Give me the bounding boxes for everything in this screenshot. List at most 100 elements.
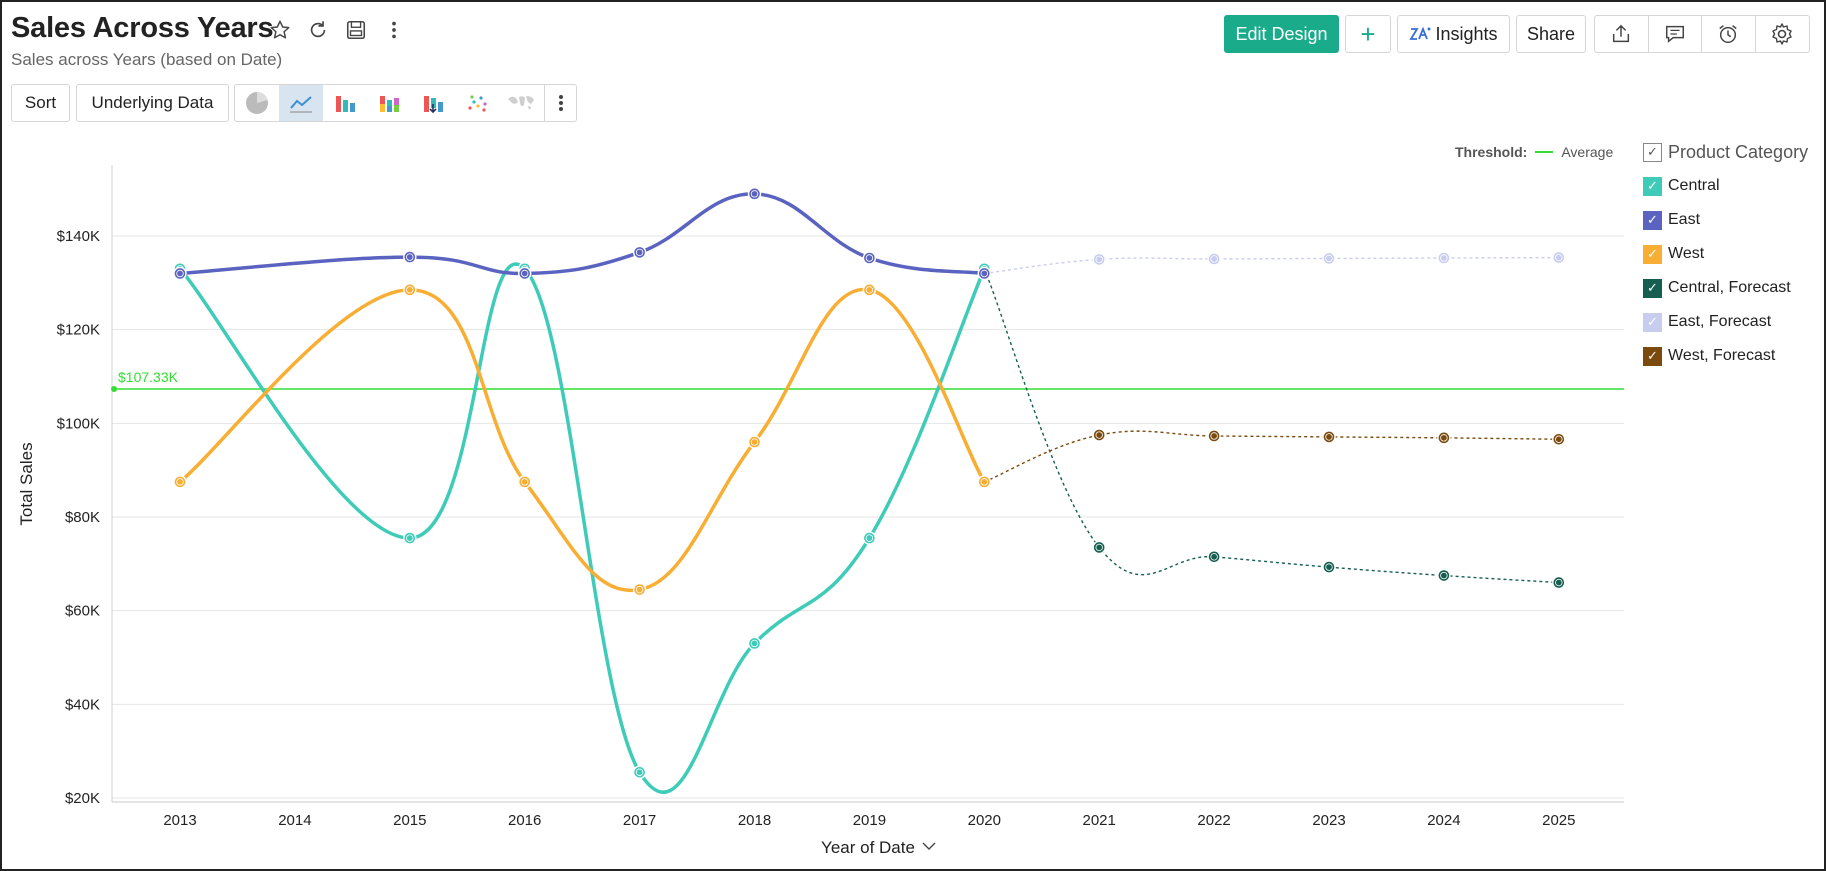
series-line: [179, 192, 985, 276]
export-icon[interactable]: [1595, 16, 1649, 52]
data-point: [1092, 540, 1106, 555]
legend-item-label: West, Forecast: [1668, 347, 1776, 364]
y-tick-label: $100K: [57, 415, 100, 432]
data-point: [977, 475, 991, 489]
legend-checkbox-icon[interactable]: ✓: [1643, 244, 1662, 264]
y-tick-label: $120K: [57, 322, 100, 339]
data-point-ring: [1440, 254, 1448, 262]
star-icon[interactable]: [268, 18, 292, 42]
legend-checkbox-icon[interactable]: ✓: [1643, 278, 1662, 298]
data-point: [518, 475, 532, 489]
refresh-icon[interactable]: [306, 18, 330, 42]
insights-button[interactable]: Insights: [1397, 15, 1510, 53]
bar-chart-icon[interactable]: [323, 85, 367, 121]
data-point: [862, 251, 877, 265]
y-tick-label: $80K: [65, 509, 100, 526]
data-point-ring: [176, 478, 184, 486]
data-point: [1322, 560, 1336, 574]
data-point-ring: [1095, 431, 1103, 439]
legend-item[interactable]: ✓ Central, Forecast: [1643, 276, 1808, 300]
data-point-ring: [1325, 254, 1333, 263]
data-point: [173, 266, 187, 281]
y-axis-title: Total Sales: [17, 442, 36, 525]
underlying-data-button[interactable]: Underlying Data: [76, 84, 229, 122]
data-point-ring: [1440, 434, 1448, 442]
data-point: [1207, 252, 1221, 266]
data-point-ring: [635, 768, 644, 776]
save-icon[interactable]: [344, 18, 368, 42]
x-tick-label: 2018: [738, 812, 771, 829]
legend-header[interactable]: ✓ Product Category: [1643, 140, 1808, 164]
legend-item[interactable]: ✓ West: [1643, 242, 1808, 266]
data-point-ring: [865, 286, 874, 294]
x-tick-label: 2021: [1083, 812, 1116, 829]
data-point: [403, 283, 417, 297]
add-button[interactable]: +: [1345, 15, 1391, 53]
chart-type-more-icon[interactable]: [544, 85, 576, 121]
legend-item-label: East: [1668, 211, 1701, 228]
legend-item-label: West: [1668, 245, 1705, 262]
data-point-ring: [1210, 553, 1218, 561]
series-line: [984, 256, 1559, 275]
line-chart-icon[interactable]: [279, 85, 323, 121]
title-actions: [268, 18, 406, 42]
y-tick-label: $40K: [65, 696, 100, 713]
more-vertical-icon[interactable]: [382, 18, 406, 42]
data-point-ring: [865, 534, 874, 542]
alarm-icon[interactable]: [1702, 16, 1756, 52]
data-point-ring: [521, 269, 529, 278]
data-point: [1092, 252, 1106, 267]
data-point-ring: [1325, 433, 1333, 441]
threshold-label: Threshold:: [1455, 144, 1528, 160]
threshold-swatch: [1535, 151, 1554, 153]
map-icon[interactable]: [499, 85, 543, 121]
legend-checkbox-icon[interactable]: ✓: [1643, 312, 1662, 332]
data-point-ring: [1555, 253, 1563, 262]
data-point-ring: [406, 253, 414, 261]
data-point: [862, 283, 877, 297]
chevron-down-icon: [922, 842, 936, 850]
sort-button[interactable]: Sort: [11, 84, 70, 122]
legend-checkbox-icon[interactable]: ✓: [1643, 176, 1662, 196]
data-point: [1322, 251, 1336, 266]
x-tick-label: 2017: [623, 812, 656, 829]
settings-icon[interactable]: [1756, 16, 1810, 52]
data-point: [1437, 431, 1451, 445]
data-point-ring: [635, 248, 644, 257]
waterfall-icon[interactable]: [411, 85, 455, 121]
legend-item[interactable]: ✓ East: [1643, 208, 1808, 232]
data-point: [1207, 429, 1221, 443]
y-tick-label: $20K: [65, 790, 100, 807]
data-point-ring: [750, 639, 759, 648]
stacked-bar-icon[interactable]: [367, 85, 411, 121]
data-point-ring: [750, 190, 759, 198]
scatter-icon[interactable]: [455, 85, 499, 121]
share-button[interactable]: Share: [1516, 15, 1586, 53]
edit-design-button[interactable]: Edit Design: [1224, 15, 1339, 53]
legend-checkbox-icon[interactable]: ✓: [1643, 210, 1662, 230]
data-point-ring: [176, 269, 184, 278]
legend-item[interactable]: ✓ West, Forecast: [1643, 344, 1808, 368]
page-title: Sales Across Years: [11, 12, 274, 44]
data-point: [1092, 428, 1106, 442]
x-tick-label: 2023: [1312, 812, 1345, 829]
checkbox-icon[interactable]: ✓: [1643, 142, 1662, 162]
data-point-ring: [406, 286, 414, 294]
y-tick-label: $140K: [57, 228, 100, 245]
x-axis-title: Year of Date: [821, 838, 915, 857]
data-point: [1437, 568, 1451, 583]
y-tick-label: $60K: [65, 603, 100, 620]
x-tick-label: 2014: [278, 812, 311, 829]
pie-chart-icon[interactable]: [235, 85, 279, 121]
legend-item-label: Central, Forecast: [1668, 279, 1791, 296]
data-point: [1552, 432, 1566, 446]
x-tick-label: 2013: [163, 812, 196, 829]
comment-icon[interactable]: [1649, 16, 1702, 52]
legend-item[interactable]: ✓ East, Forecast: [1643, 310, 1808, 334]
series-line: [178, 262, 986, 794]
legend-item[interactable]: ✓ Central: [1643, 174, 1808, 198]
legend-checkbox-icon[interactable]: ✓: [1643, 346, 1662, 366]
data-point-ring: [1210, 432, 1218, 440]
